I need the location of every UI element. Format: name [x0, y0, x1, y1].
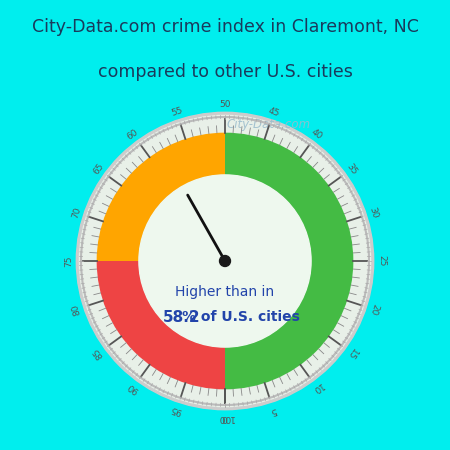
Text: 45: 45 [266, 106, 280, 118]
Circle shape [220, 256, 230, 266]
Text: 95: 95 [170, 404, 184, 416]
Text: 50: 50 [219, 100, 231, 109]
Text: Higher than in: Higher than in [176, 285, 274, 299]
Text: 60: 60 [126, 127, 140, 141]
Wedge shape [225, 133, 353, 389]
Text: 58.2: 58.2 [162, 310, 200, 325]
Circle shape [139, 175, 311, 347]
Text: 80: 80 [70, 302, 82, 316]
Circle shape [80, 116, 370, 406]
Text: 55: 55 [170, 106, 184, 118]
Text: 40: 40 [310, 127, 324, 141]
Text: 70: 70 [70, 206, 82, 220]
Text: 30: 30 [368, 206, 380, 220]
Wedge shape [97, 261, 225, 389]
Text: 15: 15 [345, 346, 359, 360]
Text: 20: 20 [368, 302, 380, 316]
Circle shape [76, 112, 373, 410]
Text: 10: 10 [310, 381, 324, 395]
Text: % of U.S. cities: % of U.S. cities [182, 310, 300, 324]
Text: City-Data.com crime index in Claremont, NC: City-Data.com crime index in Claremont, … [32, 18, 419, 36]
Text: 65: 65 [91, 162, 105, 176]
Text: 35: 35 [345, 162, 359, 176]
Text: 90: 90 [126, 381, 140, 395]
Text: City-Data.com: City-Data.com [226, 118, 310, 130]
Text: 25: 25 [377, 255, 386, 267]
Text: 100: 100 [216, 413, 234, 422]
Wedge shape [97, 133, 225, 261]
Text: 0: 0 [222, 413, 228, 422]
Text: 85: 85 [91, 346, 105, 360]
Text: 75: 75 [64, 255, 73, 267]
Text: 5: 5 [269, 405, 278, 415]
Text: compared to other U.S. cities: compared to other U.S. cities [98, 63, 352, 81]
